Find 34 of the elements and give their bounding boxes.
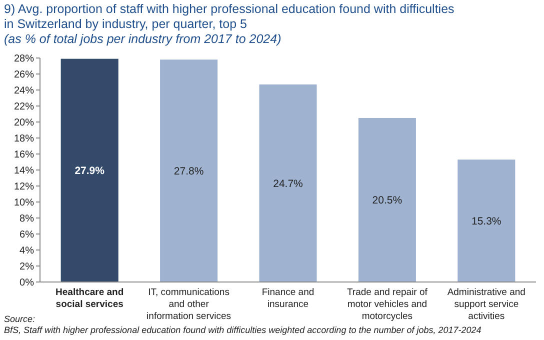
data-label: 27.9% <box>74 165 106 178</box>
y-tick-label: 2% <box>20 262 34 272</box>
x-tick-label: Trade and repair of motor vehicles and motorcycles <box>346 287 428 322</box>
chart-title: 9) Avg. proportion of staff with higher professional education found with difficulties in Switzerland by industry, per quarter, top 5 <box>4 2 454 31</box>
y-tick-label: 20% <box>14 118 34 128</box>
y-tick-label: 24% <box>14 86 34 96</box>
x-tick-label: IT, communications and other information services <box>146 287 232 322</box>
y-tick-label: 10% <box>14 198 34 208</box>
y-tick-label: 16% <box>14 150 34 160</box>
bar <box>60 58 118 282</box>
data-label: 20.5% <box>372 194 402 207</box>
bar <box>160 60 218 282</box>
y-tick-label: 28% <box>14 54 34 64</box>
y-tick-label: 4% <box>20 246 34 256</box>
bar <box>458 160 516 282</box>
y-tick-label: 26% <box>14 70 34 80</box>
bar <box>259 84 317 282</box>
y-tick-label: 14% <box>14 166 34 176</box>
y-tick-label: 0% <box>20 278 34 288</box>
y-tick-label: 22% <box>14 102 34 112</box>
data-label: 24.7% <box>273 178 303 190</box>
y-tick-label: 12% <box>14 182 34 192</box>
x-tick-label: Administrative and support service activities <box>447 287 526 322</box>
y-tick-label: 8% <box>20 214 34 224</box>
bar <box>358 118 416 282</box>
x-tick-label: Healthcare and social services <box>56 287 124 310</box>
text: BfS, Staff with higher professional education found with difficulties weighted according to the number of jobs, 2017-2024 <box>4 325 482 335</box>
data-label: 15.3% <box>472 215 502 228</box>
y-tick-label: 6% <box>20 230 34 240</box>
chart-subtitle: (as % of total jobs per industry from 2017 to 2024) <box>4 32 282 46</box>
data-label: 27.8% <box>174 165 204 178</box>
source-note: Source: <box>4 314 36 324</box>
x-tick-label: Finance and insurance <box>262 287 314 310</box>
y-tick-label: 18% <box>14 134 34 144</box>
